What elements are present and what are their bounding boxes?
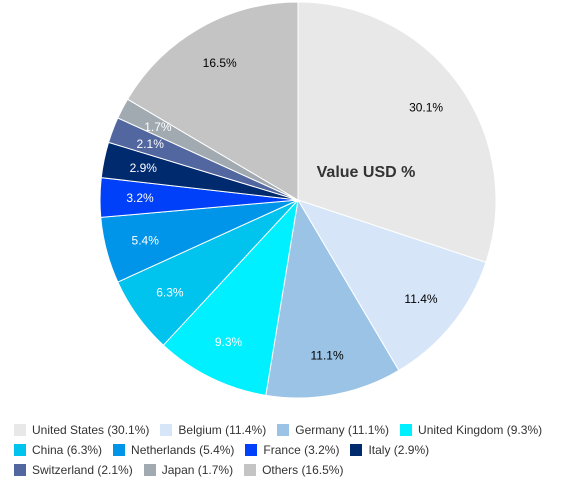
legend-label: Switzerland (2.1%) <box>32 463 133 477</box>
slice-data-label: 1.7% <box>144 120 172 134</box>
legend-swatch <box>14 464 26 476</box>
legend-item-netherlands: Netherlands (5.4%) <box>113 443 234 457</box>
legend-label: Japan (1.7%) <box>161 463 234 477</box>
slice-data-label: 6.3% <box>156 286 184 300</box>
legend-item-united-kingdom: United Kingdom (9.3%) <box>400 423 542 437</box>
legend-item-france: France (3.2%) <box>245 443 339 457</box>
slice-data-label: 11.1% <box>311 348 344 362</box>
legend-item-italy: Italy (2.9%) <box>350 443 429 457</box>
legend-swatch <box>277 424 290 436</box>
slice-data-label: 5.4% <box>132 233 160 247</box>
legend-row: China (6.3%) Netherlands (5.4%) France (… <box>14 440 584 460</box>
legend-label: Italy (2.9%) <box>368 443 430 457</box>
slice-data-label: 2.1% <box>137 137 165 151</box>
legend-item-china: China (6.3%) <box>14 443 102 457</box>
pie-slice-belgium <box>296 199 487 372</box>
legend-swatch <box>14 444 26 456</box>
legend-swatch <box>143 464 156 476</box>
chart-legend: United States (30.1%) Belgium (11.4%) Ge… <box>14 420 584 480</box>
pie-chart-svg: 30.1% 11.4% 11.1% 9.3% 6.3% 5.4% 3.2% 2.9% 2.1% 1… <box>99 1 497 399</box>
legend-label: Netherlands (5.4%) <box>131 443 235 457</box>
legend-label: China (6.3%) <box>32 443 103 457</box>
legend-label: Belgium (11.4%) <box>178 423 267 437</box>
chart-title: Value USD % <box>317 164 416 181</box>
legend-swatch <box>113 444 126 456</box>
slice-data-label: 11.4% <box>404 292 437 306</box>
pie-slice-united-kingdom <box>162 198 299 396</box>
legend-label: Germany (11.1%) <box>295 423 390 437</box>
legend-item-switzerland: Switzerland (2.1%) <box>14 463 133 477</box>
legend-row: United States (30.1%) Belgium (11.4%) Ge… <box>14 420 584 440</box>
legend-item-belgium: Belgium (11.4%) <box>160 423 266 437</box>
legend-swatch <box>160 424 173 436</box>
legend-swatch <box>244 464 257 476</box>
pie-slice-germany <box>265 198 400 399</box>
legend-item-others: Others (16.5%) <box>244 463 343 477</box>
pie-slice-others <box>126 1 299 201</box>
legend-swatch <box>400 424 413 436</box>
legend-label: United States (30.1%) <box>32 423 150 437</box>
legend-swatch <box>245 444 258 456</box>
legend-label: Others (16.5%) <box>262 463 344 477</box>
legend-swatch <box>350 444 363 456</box>
slice-data-label: 2.9% <box>130 161 158 175</box>
slice-data-label: 9.3% <box>215 335 243 349</box>
legend-item-japan: Japan (1.7%) <box>143 463 234 477</box>
legend-row: Switzerland (2.1%) Japan (1.7%) Others (… <box>14 460 584 480</box>
legend-item-germany: Germany (11.1%) <box>277 423 389 437</box>
legend-swatch <box>14 424 26 436</box>
slice-data-label: 3.2% <box>126 191 154 205</box>
slice-data-label: 30.1% <box>409 101 443 115</box>
pie-slice-united-states <box>297 1 497 264</box>
legend-label: France (3.2%) <box>263 443 340 457</box>
legend-label: United Kingdom (9.3%) <box>418 423 543 437</box>
slice-data-label: 16.5% <box>203 56 237 70</box>
legend-item-united-states: United States (30.1%) <box>14 423 149 437</box>
